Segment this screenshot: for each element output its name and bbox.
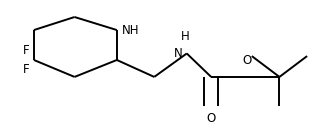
Text: H: H [181, 30, 190, 43]
Text: F: F [22, 63, 29, 76]
Text: N: N [174, 47, 183, 60]
Text: O: O [242, 53, 252, 66]
Text: F: F [22, 44, 29, 57]
Text: O: O [207, 112, 216, 125]
Text: NH: NH [122, 24, 139, 37]
